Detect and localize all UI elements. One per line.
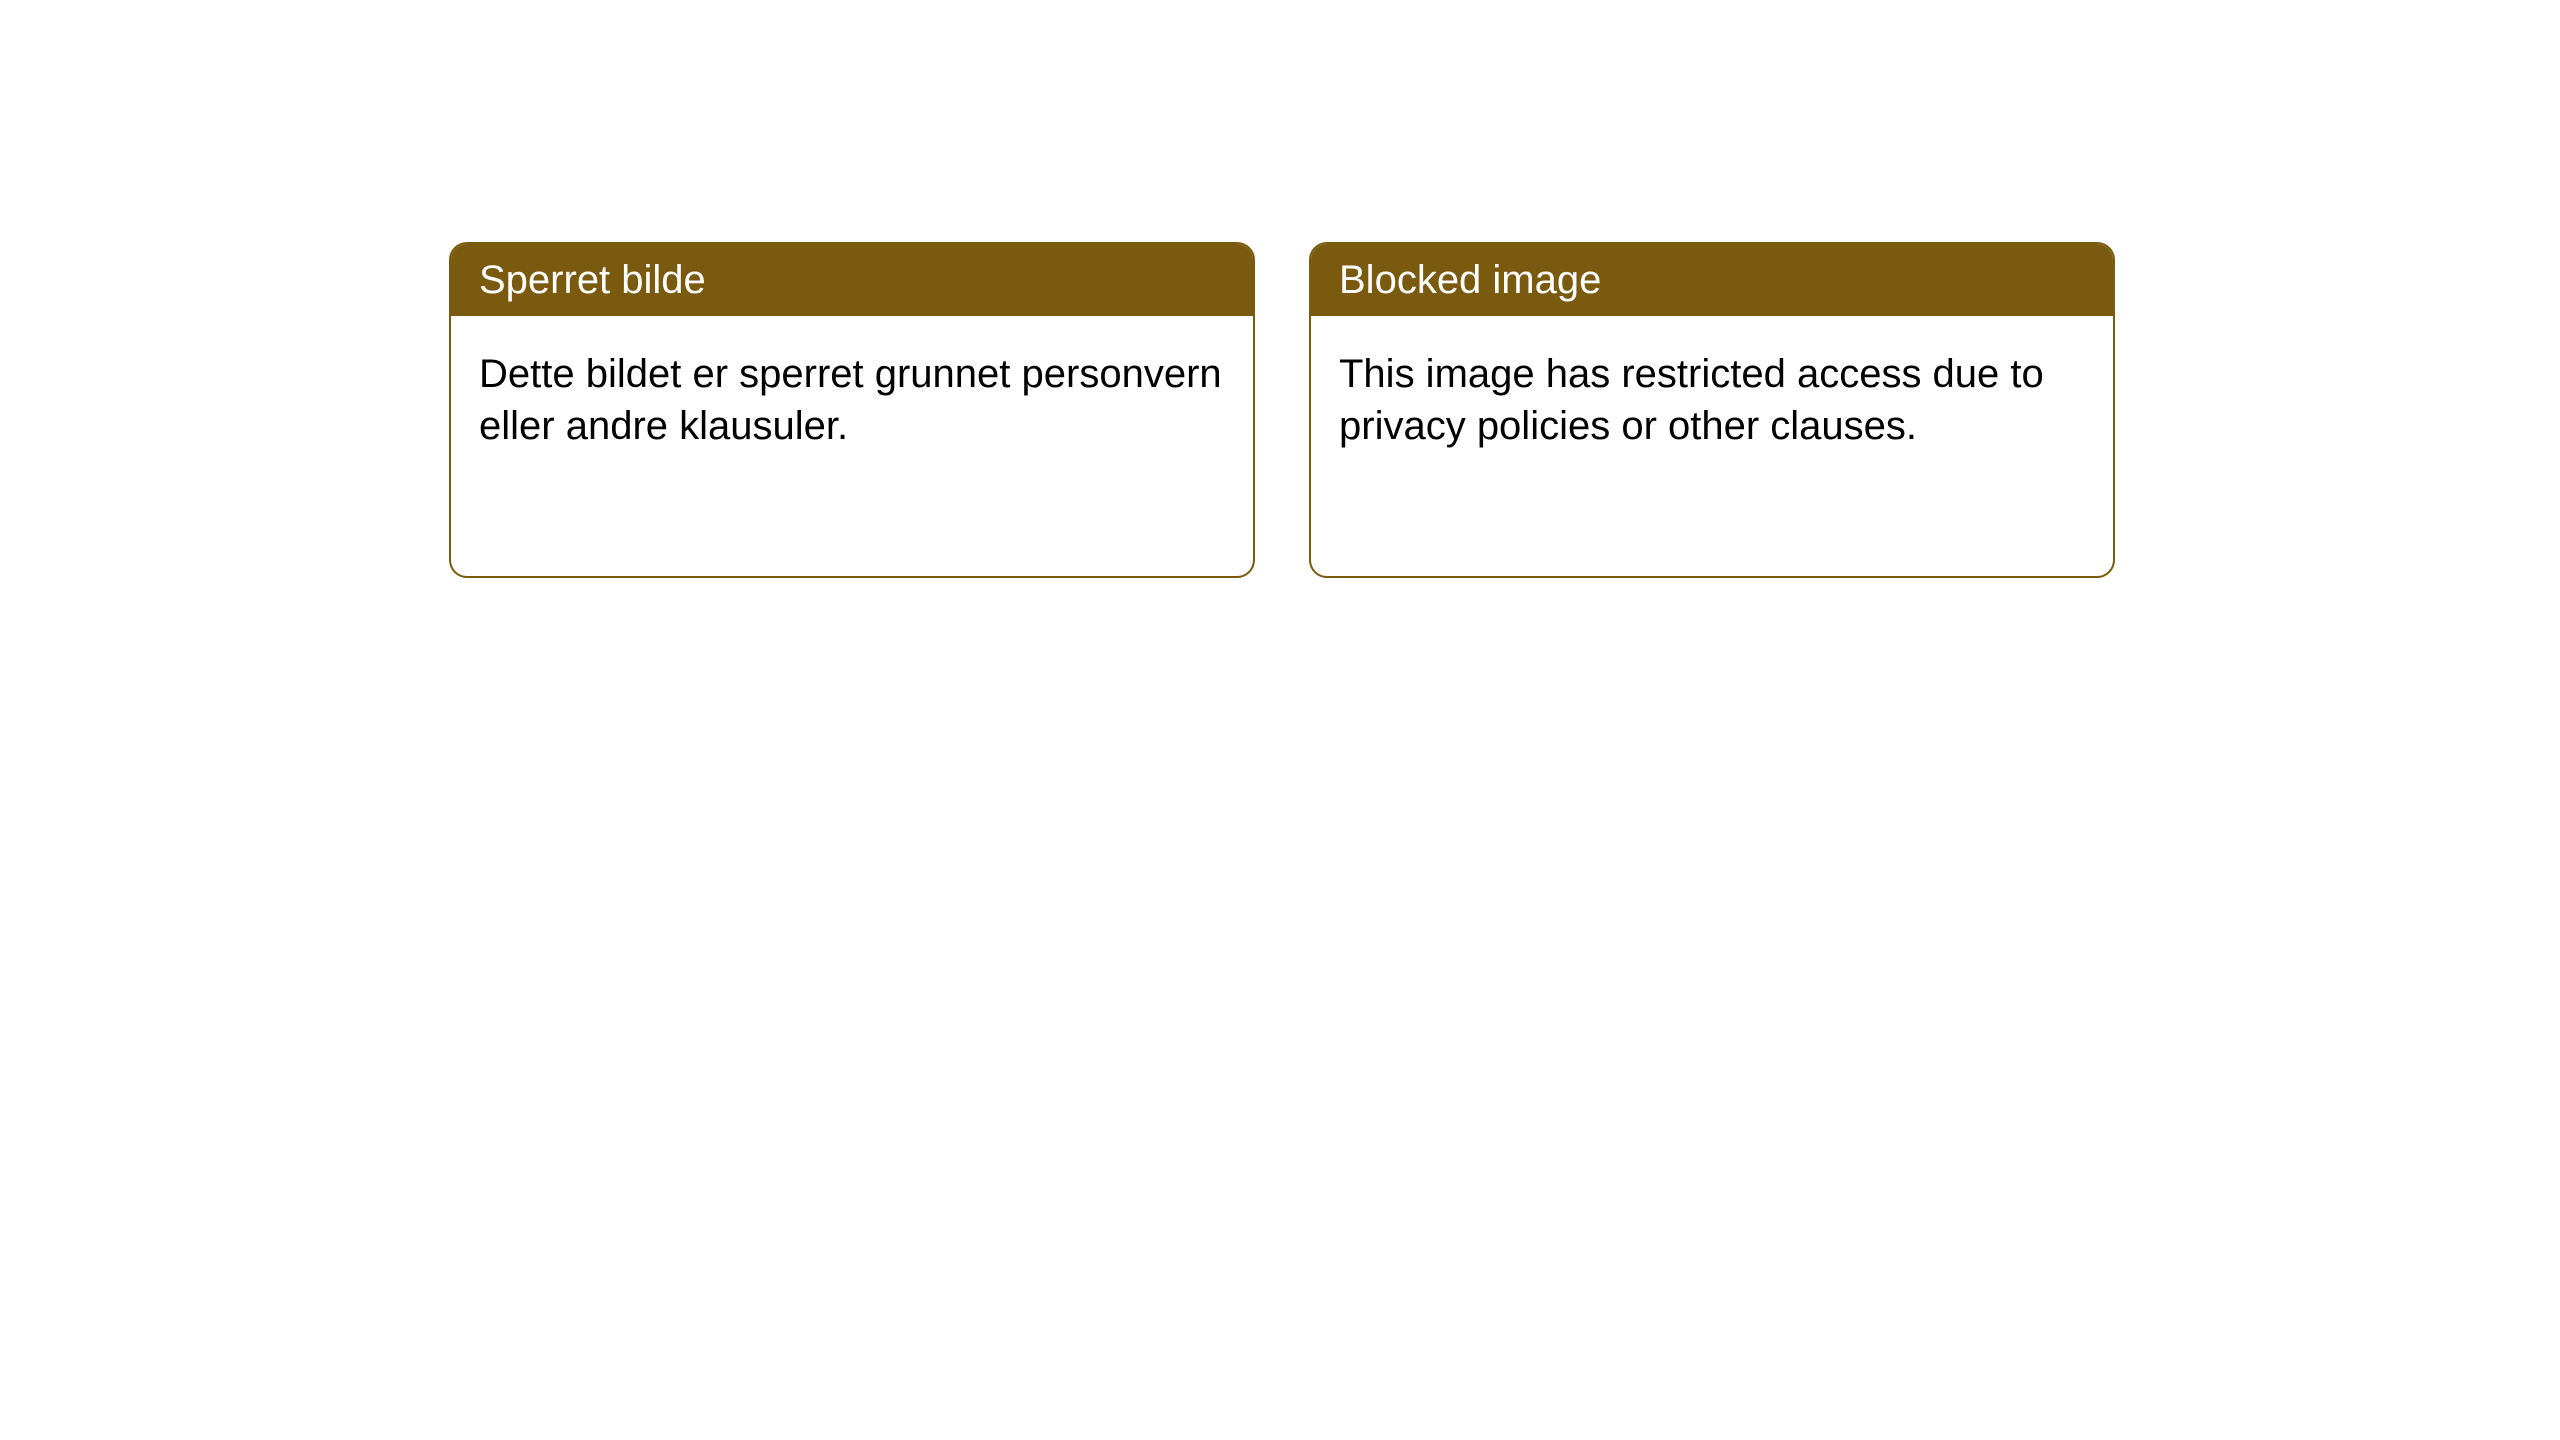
notice-card-en: Blocked image This image has restricted … [1309,242,2115,578]
notice-title-en: Blocked image [1311,244,2113,316]
notice-card-no: Sperret bilde Dette bildet er sperret gr… [449,242,1255,578]
notice-title-no: Sperret bilde [451,244,1253,316]
notice-body-en: This image has restricted access due to … [1311,316,2113,484]
blocked-image-notices: Sperret bilde Dette bildet er sperret gr… [449,242,2115,578]
notice-body-no: Dette bildet er sperret grunnet personve… [451,316,1253,484]
